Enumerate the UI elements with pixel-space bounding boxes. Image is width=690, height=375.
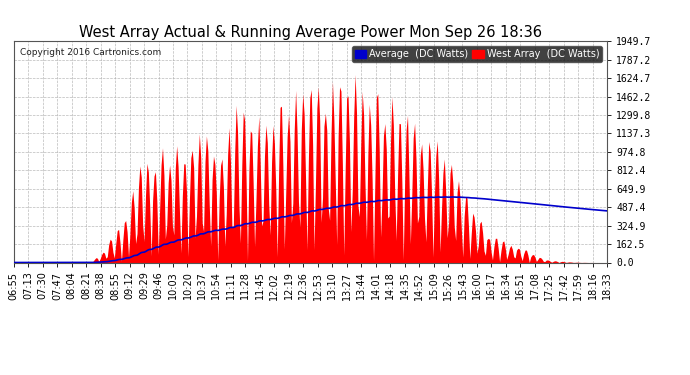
- Title: West Array Actual & Running Average Power Mon Sep 26 18:36: West Array Actual & Running Average Powe…: [79, 25, 542, 40]
- Text: Copyright 2016 Cartronics.com: Copyright 2016 Cartronics.com: [20, 48, 161, 57]
- Legend: Average  (DC Watts), West Array  (DC Watts): Average (DC Watts), West Array (DC Watts…: [352, 46, 602, 62]
